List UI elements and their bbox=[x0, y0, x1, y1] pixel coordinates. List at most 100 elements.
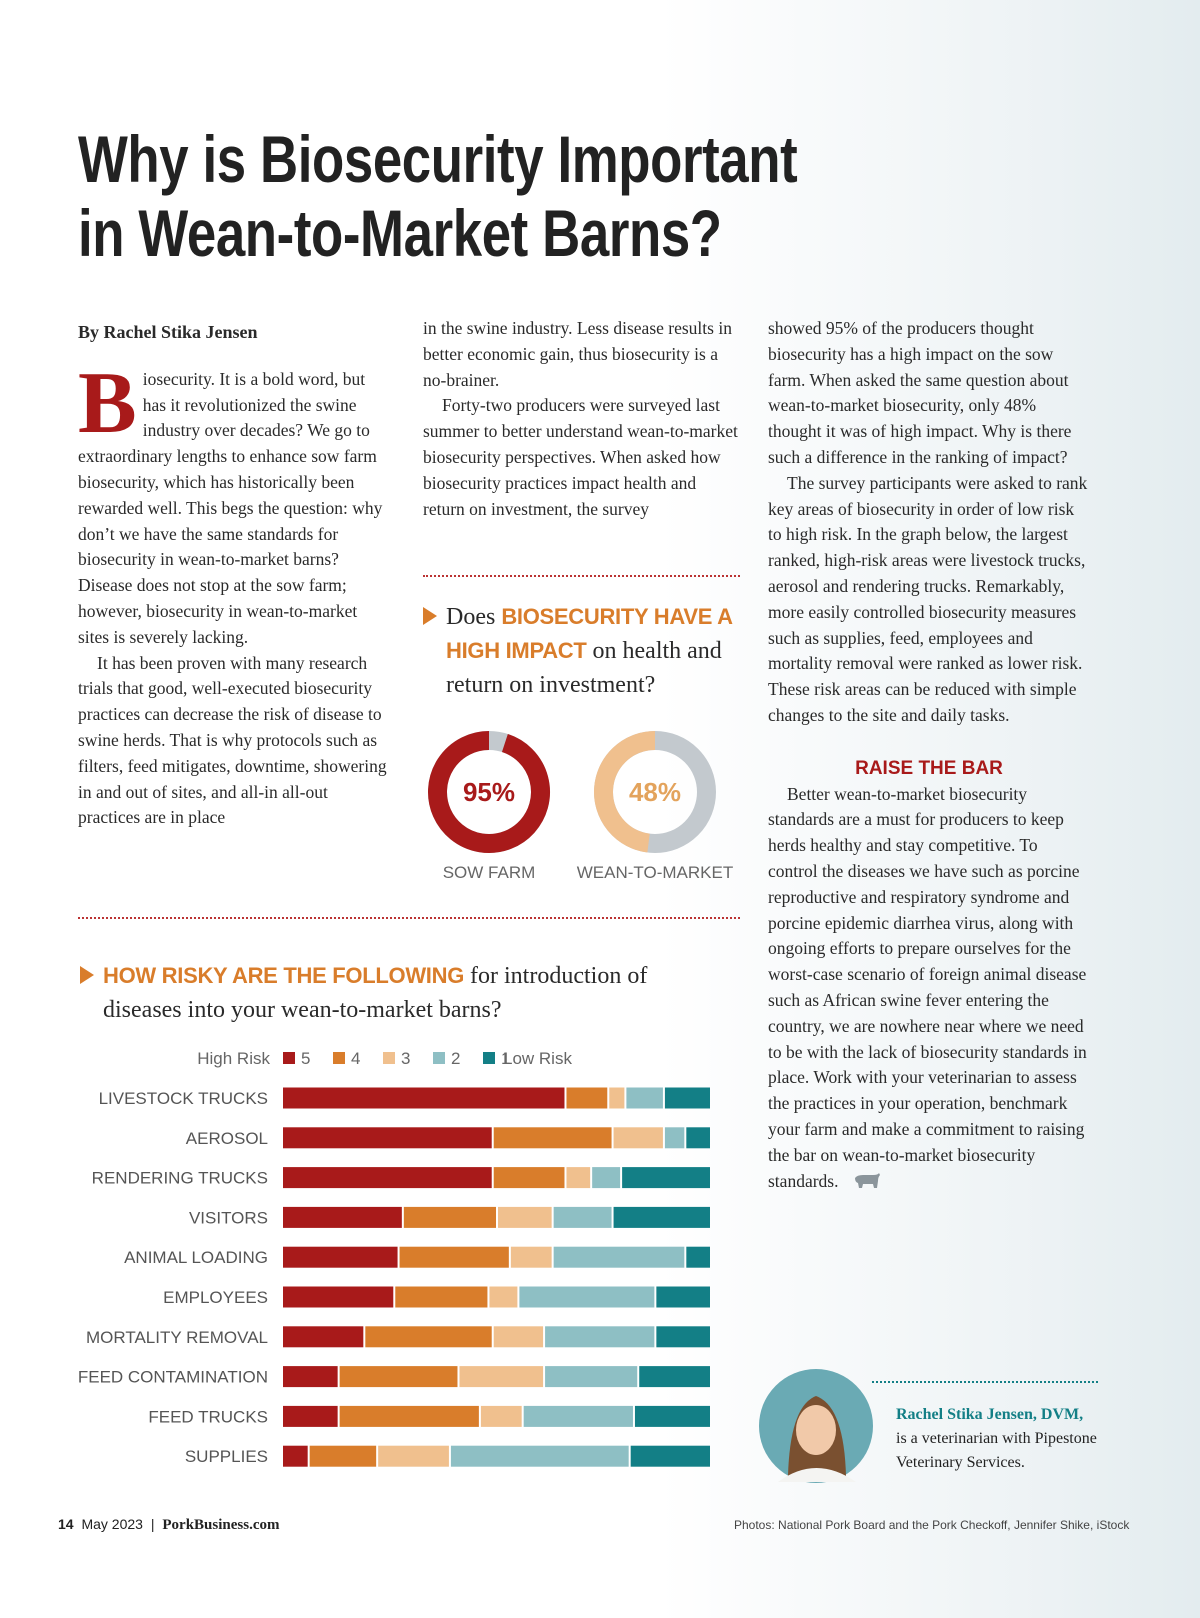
paragraph: showed 95% of the producers thought bios… bbox=[768, 318, 1072, 467]
author-name: Rachel Stika Jensen, DVM, bbox=[896, 1406, 1084, 1423]
bar-segment bbox=[283, 1206, 402, 1228]
bar-segment bbox=[489, 1286, 518, 1308]
column-3: showed 95% of the producers thought bios… bbox=[768, 316, 1090, 1194]
page-number: 14 bbox=[58, 1516, 74, 1532]
legend-end: Low Risk bbox=[503, 1049, 572, 1068]
bar-segment bbox=[656, 1286, 710, 1308]
bar-segment bbox=[283, 1127, 492, 1149]
headline-line: in Wean-to-Market Barns? bbox=[78, 196, 722, 270]
donut-value-label: 95% bbox=[463, 777, 515, 807]
question-text: Does bbox=[446, 604, 496, 630]
arrow-icon bbox=[80, 966, 94, 984]
paragraph: It has been proven with many research tr… bbox=[78, 652, 387, 828]
bar-segment bbox=[339, 1405, 479, 1427]
bar-segment bbox=[613, 1127, 663, 1149]
bar-segment bbox=[378, 1445, 449, 1467]
site: PorkBusiness.com bbox=[162, 1517, 280, 1533]
footer: 14 May 2023 | PorkBusiness.com bbox=[58, 1516, 279, 1534]
bar-segment bbox=[283, 1286, 394, 1308]
legend-label: 1 bbox=[501, 1049, 510, 1068]
bar-segment bbox=[613, 1206, 710, 1228]
issue: May 2023 bbox=[81, 1516, 143, 1532]
donut-arc bbox=[428, 731, 550, 853]
legend-label: 5 bbox=[301, 1049, 310, 1068]
bar-segment bbox=[309, 1445, 377, 1467]
category-label: LIVESTOCK TRUCKS bbox=[99, 1089, 268, 1108]
drop-cap: B bbox=[78, 354, 137, 452]
bar-segment bbox=[545, 1366, 638, 1388]
legend-swatch bbox=[433, 1052, 445, 1064]
bar-segment bbox=[283, 1326, 364, 1348]
donut-category-label: SOW FARM bbox=[443, 863, 536, 882]
bar-segment bbox=[283, 1445, 308, 1467]
bar-segment bbox=[656, 1326, 710, 1348]
arrow-icon bbox=[423, 607, 437, 625]
bar-segment bbox=[339, 1366, 458, 1388]
legend-swatch bbox=[283, 1052, 295, 1064]
author-photo bbox=[759, 1369, 873, 1483]
bar-segment bbox=[283, 1087, 565, 1109]
bar-segment bbox=[493, 1127, 612, 1149]
column-2: in the swine industry. Less disease resu… bbox=[423, 316, 741, 522]
bar-segment bbox=[639, 1366, 710, 1388]
donut-category-label: WEAN-TO-MARKET bbox=[577, 863, 733, 882]
bar-segment bbox=[664, 1087, 710, 1109]
category-label: RENDERING TRUCKS bbox=[92, 1169, 268, 1188]
paragraph: Forty-two producers were surveyed last s… bbox=[423, 395, 738, 519]
bar-segment bbox=[609, 1087, 625, 1109]
bar-segment bbox=[630, 1445, 710, 1467]
headline-line: Why is Biosecurity Important bbox=[78, 122, 798, 196]
paragraph: The survey participants were asked to ra… bbox=[768, 472, 1088, 725]
bar-segment bbox=[545, 1326, 655, 1348]
donut-value-label: 48% bbox=[629, 777, 681, 807]
bar-segment bbox=[498, 1206, 552, 1228]
category-label: ANIMAL LOADING bbox=[124, 1248, 268, 1267]
headline: Why is Biosecurity Important in Wean-to-… bbox=[78, 122, 798, 270]
bar-segment bbox=[493, 1167, 565, 1189]
bar-segment bbox=[686, 1127, 710, 1149]
bar-segment bbox=[283, 1167, 492, 1189]
author-box: Rachel Stika Jensen, DVM, is a veterinar… bbox=[896, 1403, 1136, 1475]
section-heading: RAISE THE BAR bbox=[855, 757, 1003, 779]
category-label: VISITORS bbox=[189, 1208, 268, 1227]
bar-segment bbox=[519, 1286, 655, 1308]
bar-segment bbox=[403, 1206, 496, 1228]
category-label: FEED TRUCKS bbox=[148, 1407, 268, 1426]
bar-segment bbox=[592, 1167, 621, 1189]
bar-segment bbox=[283, 1405, 338, 1427]
category-label: AEROSOL bbox=[186, 1129, 268, 1148]
question-text: on health and return on investment? bbox=[446, 638, 722, 698]
bar-segment bbox=[493, 1326, 544, 1348]
donut-chart: 95% SOW FARM 48% WEAN-TO-MARKET bbox=[428, 731, 733, 882]
divider bbox=[78, 917, 740, 919]
question-highlight: BIOSECURITY HAVE A HIGH IMPACT bbox=[446, 604, 732, 663]
bar-segment bbox=[553, 1206, 612, 1228]
question-highlight: HOW RISKY ARE THE FOLLOWING bbox=[103, 963, 465, 988]
bar-segment bbox=[459, 1366, 544, 1388]
bar-question: HOW RISKY ARE THE FOLLOWING for introduc… bbox=[103, 959, 683, 1027]
divider bbox=[423, 575, 740, 577]
category-label: FEED CONTAMINATION bbox=[78, 1368, 268, 1387]
bar-segment bbox=[365, 1326, 492, 1348]
legend-start: High Risk bbox=[197, 1049, 270, 1068]
bar-segment bbox=[510, 1246, 552, 1268]
bar-segment bbox=[399, 1246, 509, 1268]
bar-segment bbox=[480, 1405, 522, 1427]
legend-swatch bbox=[483, 1052, 495, 1064]
donut-question: Does BIOSECURITY HAVE A HIGH IMPACT on h… bbox=[446, 600, 746, 702]
bar-segment bbox=[686, 1246, 710, 1268]
bar-segment bbox=[664, 1127, 685, 1149]
category-label: EMPLOYEES bbox=[163, 1288, 268, 1307]
bar-segment bbox=[395, 1286, 488, 1308]
paragraph-text: Better wean-to-market biosecurity standa… bbox=[768, 783, 1087, 1191]
bar-segment bbox=[634, 1405, 710, 1427]
divider bbox=[872, 1381, 1098, 1383]
photo-credits: Photos: National Pork Board and the Pork… bbox=[734, 1518, 1130, 1532]
bar-segment bbox=[283, 1246, 398, 1268]
category-label: MORTALITY REMOVAL bbox=[86, 1328, 268, 1347]
bar-segment bbox=[553, 1246, 685, 1268]
